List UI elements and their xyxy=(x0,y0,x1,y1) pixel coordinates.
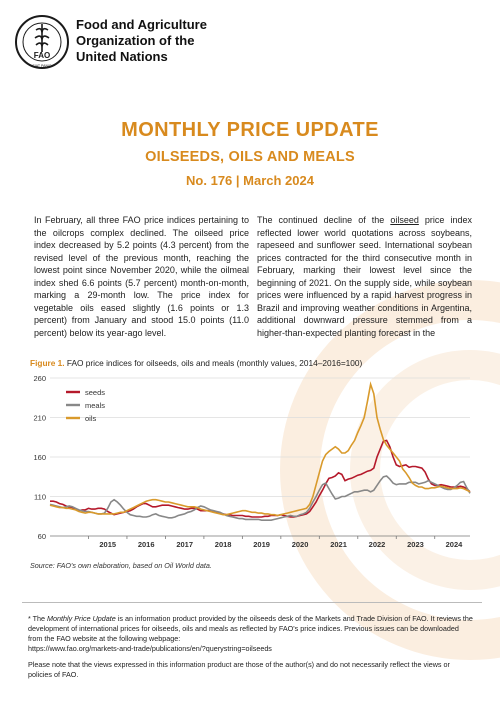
document-title: MONTHLY PRICE UPDATE xyxy=(121,119,379,141)
body-right-post: price index reflected lower world quotat… xyxy=(257,215,472,338)
y-tick-label: 260 xyxy=(33,374,46,383)
fao-logo-icon: FAO FIAT PANIS xyxy=(15,15,69,69)
series-line-oils xyxy=(49,381,471,517)
issue-number: No. 176 | March 2024 xyxy=(186,173,314,188)
y-tick-label: 60 xyxy=(38,532,46,541)
y-tick-label: 160 xyxy=(33,453,46,462)
x-tick-label: 2016 xyxy=(138,540,155,549)
x-tick-label: 2022 xyxy=(369,540,386,549)
footnote-divider xyxy=(22,602,482,603)
x-tick-label: 2021 xyxy=(330,540,347,549)
legend-label-oils: oils xyxy=(85,414,97,423)
y-tick-label: 210 xyxy=(33,414,46,423)
y-tick-label: 110 xyxy=(34,493,46,502)
x-tick-label: 2020 xyxy=(292,540,309,549)
figure-source: Source: FAO's own elaboration, based on … xyxy=(30,561,212,570)
footnote-paragraph-1: * The Monthly Price Update is an informa… xyxy=(28,614,473,653)
logo-motto: FIAT PANIS xyxy=(33,64,53,68)
chart-svg: 60 110 160 210 260 2015 2016 2017 2018 2019 2020 20… xyxy=(33,374,471,549)
body-column-left: In February, all three FAO price indices… xyxy=(34,215,249,338)
org-line-2: Organization of the xyxy=(76,33,195,48)
figure-caption-text: FAO price indices for oilseeds, oils and… xyxy=(66,358,363,368)
x-tick-label: 2017 xyxy=(176,540,193,549)
oilseed-link[interactable]: oilseed xyxy=(390,215,419,225)
x-tick-label: 2023 xyxy=(407,540,424,549)
x-tick-label: 2018 xyxy=(215,540,232,549)
figure-number: Figure 1. xyxy=(30,358,65,368)
x-tick-label: 2019 xyxy=(253,540,270,549)
series-line-meals xyxy=(49,475,471,521)
organization-name: Food and Agriculture Organization of the… xyxy=(76,17,336,65)
org-line-1: Food and Agriculture xyxy=(76,17,207,32)
logo-text: FAO xyxy=(34,51,50,60)
footnote-box: * The Monthly Price Update is an informa… xyxy=(22,602,482,686)
legend-label-seeds: seeds xyxy=(85,388,105,397)
x-tick-label: 2015 xyxy=(99,540,116,549)
price-index-chart: 60 110 160 210 260 2015 2016 2017 2018 2019 2020 20… xyxy=(20,368,480,558)
figure-caption: Figure 1. FAO price indices for oilseeds… xyxy=(30,358,362,368)
footnote-url[interactable]: https://www.fao.org/markets-and-trade/pu… xyxy=(28,644,272,653)
series-line-seeds xyxy=(50,439,471,518)
org-line-3: United Nations xyxy=(76,49,168,64)
legend-label-meals: meals xyxy=(85,401,105,410)
document-subtitle: OILSEEDS, OILS AND MEALS xyxy=(145,149,355,165)
footnote-paragraph-2: Please note that the views expressed in … xyxy=(28,660,450,679)
x-tick-label: 2024 xyxy=(446,540,464,549)
body-column-right: The continued decline of the oilseed pri… xyxy=(257,214,472,339)
body-right-pre: The continued decline of the xyxy=(257,215,391,225)
